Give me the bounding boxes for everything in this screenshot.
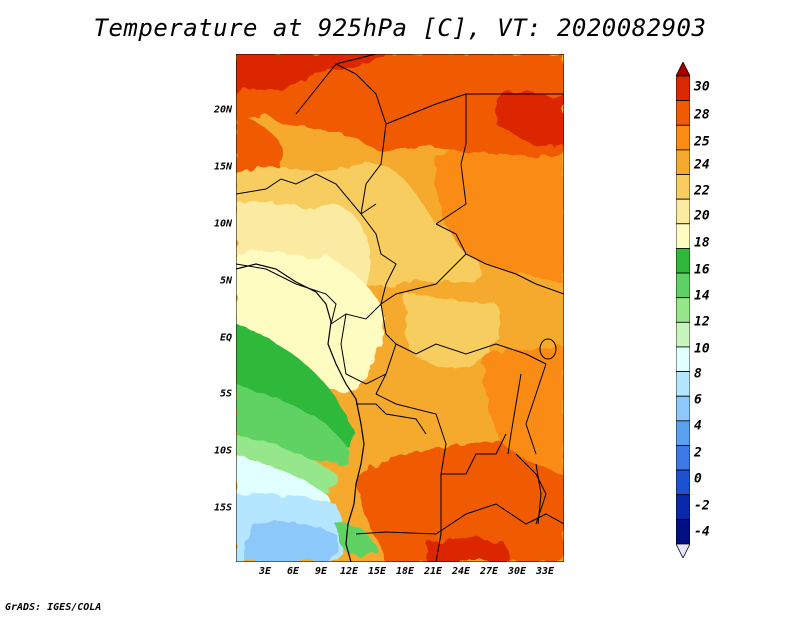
field-28-south [356,439,564,562]
colorbar-swatch [676,346,690,372]
colorbar-swatch [676,518,690,545]
colorbar-label: 30 [694,79,710,95]
lon-tick-label: 21E [423,566,443,577]
colorbar-swatch [676,124,690,151]
field-30-ne [496,91,564,147]
colorbar-label: 2 [694,445,702,461]
colorbar-label: 22 [694,183,710,199]
colorbar-swatch [676,297,690,323]
lat-tick-label: 5N [219,275,232,287]
colorbar-swatch [676,371,690,397]
field-30-north [236,54,386,94]
lat-tick-label: 10N [213,218,232,230]
lon-tick-label: 18E [395,566,415,577]
lon-tick-label: 3E [258,566,272,577]
colorbar-label: 18 [694,235,710,251]
field-28-north [236,54,564,174]
lon-tick-label: 33E [535,566,555,577]
colorbar-label: 14 [694,288,710,304]
colorbar-swatch [676,174,690,200]
lat-tick-label: 20N [213,104,232,116]
colorbar-swatch [676,198,690,225]
field-22-central [406,294,500,368]
colorbar-swatch [676,75,690,102]
lon-tick-label: 24E [451,566,471,577]
colorbar-swatch [676,149,690,175]
lon-tick-label: 6E [286,566,300,577]
colorbar-swatch [676,395,690,422]
colorbar-label: 0 [694,471,702,487]
colorbar-swatch [676,469,690,496]
colorbar-swatch [676,321,690,348]
field-30-south [426,538,511,562]
colorbar-swatch [676,445,690,471]
field-16-sw [336,523,376,556]
colorbar-label: 6 [694,392,702,408]
lat-tick-label: 15S [213,502,232,514]
lat-tick-label: EQ [219,332,232,344]
colorbar-label: 24 [694,157,710,173]
colorbar-swatch [676,248,690,274]
lat-tick-label: 10S [213,445,232,457]
coastline [236,263,365,562]
lon-tick-label: 15E [367,566,387,577]
colorbar-swatch [676,100,690,126]
colorbar-swatch [676,420,690,446]
colorbar-swatch [676,223,690,249]
chart-title: Temperature at 925hPa [C], VT: 202008290… [93,14,707,42]
boundaries [236,54,564,562]
colorbar-bottom-arrow [676,543,690,558]
colorbar-label: 4 [694,418,702,434]
colorbar-label: 20 [694,208,710,224]
colorbar [676,62,690,558]
colorbar-top-arrow [676,62,690,77]
colorbar-label: -2 [694,498,710,514]
lakes [507,338,557,525]
colorbar-swatch [676,494,690,520]
colorbar-label: 28 [694,107,710,123]
temperature-map [236,54,564,562]
credit-text: GrADS: IGES/COLA [5,602,102,613]
lon-tick-label: 9E [314,566,328,577]
colorbar-label: 8 [694,366,702,382]
lon-tick-label: 30E [507,566,527,577]
colorbar-label: 16 [694,262,710,278]
lon-tick-label: 12E [339,566,359,577]
colorbar-label: 12 [694,314,710,330]
lat-tick-label: 15N [213,161,232,173]
colorbar-label: 10 [694,341,710,357]
colorbar-swatch [676,272,690,299]
field-25-se [484,344,564,474]
field-25-east [435,151,564,284]
colorbar-label: -4 [694,524,710,540]
field-6 [244,522,338,562]
colorbar-label: 25 [694,134,710,150]
lat-tick-label: 5S [219,388,232,400]
lon-tick-label: 27E [479,566,499,577]
